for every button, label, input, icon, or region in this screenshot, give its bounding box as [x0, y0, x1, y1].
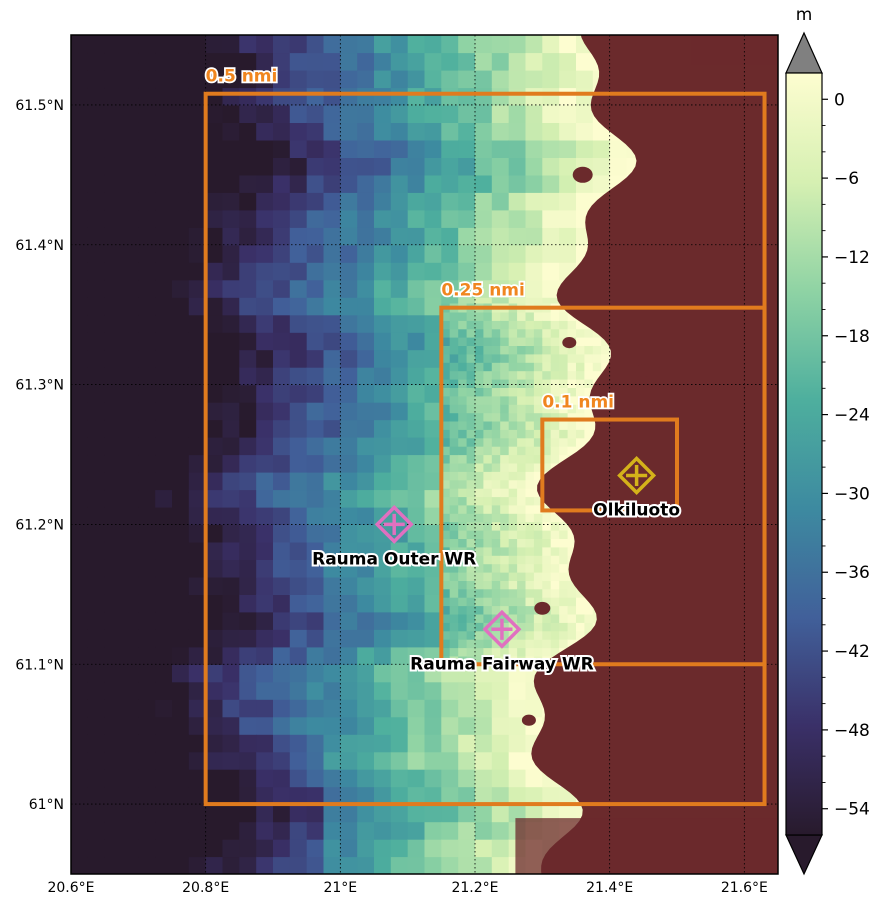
y-tick-label: 61.3°N [15, 378, 64, 394]
box-0-25-nmi-label: 0.25 nmi [441, 281, 525, 301]
x-tick-label: 21.4°E [586, 880, 633, 896]
island [562, 337, 577, 349]
colorbar-unit-label: m [796, 5, 813, 25]
colorbar-over-arrow [785, 31, 823, 74]
colorbar-tick-label: −54 [834, 800, 870, 820]
site-markers: Olkiluoto Rauma Outer WR Rauma Fairway W… [310, 456, 682, 676]
island [521, 714, 536, 726]
box-0-25-nmi-outline [439, 305, 767, 667]
site-rauma-outer-wr: Rauma Outer WR [310, 504, 478, 571]
x-axis: 20.6°E 20.8°E 21°E 21.2°E 21.4°E 21.6°E [47, 880, 767, 896]
colorbar-tick-label: −36 [834, 563, 870, 583]
island [534, 601, 551, 615]
land-corner-ne [690, 35, 778, 65]
site-olkiluoto: Olkiluoto [591, 456, 682, 522]
site-rauma-fairway-wr-label: Rauma Fairway WR [410, 654, 594, 674]
box-0-1-nmi-outline [540, 417, 679, 513]
y-tick-label: 61°N [29, 797, 64, 813]
box-0-5-nmi-label: 0.5 nmi [206, 67, 278, 87]
marker-diamond [482, 609, 522, 649]
x-tick-label: 20.8°E [182, 880, 229, 896]
marker-diamond [617, 456, 657, 495]
colorbar-tick-label: −24 [834, 406, 870, 426]
x-tick-label: 21.2°E [451, 880, 498, 896]
y-tick-label: 61.1°N [15, 657, 64, 673]
resolution-boxes: 0.5 nmi 0.25 nmi 0.1 nmi [203, 65, 767, 807]
colorbar-tick-label: −18 [834, 327, 870, 347]
site-rauma-fairway-wr: Rauma Fairway WR [408, 609, 596, 676]
colorbar-minor-ticks [822, 98, 828, 810]
site-olkiluoto-label: Olkiluoto [593, 500, 680, 520]
colorbar-tick-label: −30 [834, 484, 870, 504]
colorbar-tick-label: 0 [834, 90, 845, 110]
land-corner-se [515, 818, 778, 874]
y-tick-label: 61.2°N [15, 517, 64, 533]
box-0-1-nmi-label: 0.1 nmi [542, 393, 614, 413]
colorbar-tick-label: −42 [834, 642, 870, 662]
site-rauma-outer-wr-label: Rauma Outer WR [312, 549, 476, 569]
colorbar-tick-label: −48 [834, 721, 870, 741]
x-tick-label: 21°E [323, 880, 357, 896]
x-tick-label: 21.6°E [721, 880, 768, 896]
colorbar: m 0 −6 −12 −18 −24 −30 −36 −42 −48 −54 [785, 5, 870, 876]
site-rauma-fairway-wr-marker-icon [482, 609, 522, 649]
colorbar-gradient [785, 72, 823, 836]
island [572, 166, 593, 183]
marker-diamond [374, 504, 414, 544]
map-frame [70, 34, 779, 875]
island [635, 364, 652, 377]
colorbar-tick-label: −6 [834, 169, 859, 189]
y-tick-label: 61.4°N [15, 238, 64, 254]
y-axis: 61°N 61.1°N 61.2°N 61.3°N 61.4°N 61.5°N [15, 98, 64, 813]
x-tick-label: 20.6°E [47, 880, 94, 896]
box-0-25-nmi: 0.25 nmi [439, 279, 767, 667]
box-0-1-nmi: 0.1 nmi [540, 391, 679, 513]
site-olkiluoto-marker-icon [617, 456, 657, 495]
island [607, 265, 626, 280]
y-tick-label: 61.5°N [15, 98, 64, 114]
colorbar-tick-label: −12 [834, 248, 870, 268]
bathymetry-raster [71, 35, 644, 874]
colorbar-under-arrow [785, 834, 823, 876]
site-rauma-outer-wr-marker-icon [374, 504, 414, 544]
